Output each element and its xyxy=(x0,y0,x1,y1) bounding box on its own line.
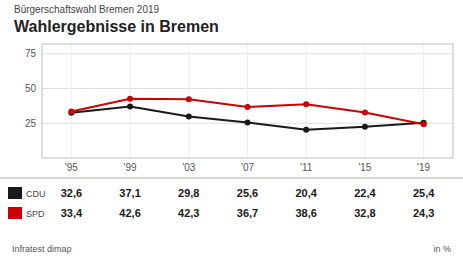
x-tick-label: '15 xyxy=(358,162,371,173)
plot-frame xyxy=(42,44,453,158)
legend-swatch xyxy=(8,187,22,199)
series-point xyxy=(421,121,427,127)
chart-container: Bürgerschaftswahl Bremen 2019 Wahlergebni… xyxy=(0,0,463,261)
x-grid-line xyxy=(306,44,307,158)
separator xyxy=(0,178,463,179)
value-label: 29,8 xyxy=(178,187,199,199)
y-tick-label: 25 xyxy=(25,118,37,129)
series-point xyxy=(362,109,368,115)
grid xyxy=(42,44,453,158)
series-point xyxy=(127,96,133,102)
x-tick-label: '11 xyxy=(300,162,313,173)
series-point xyxy=(362,124,368,130)
legend-label: CDU xyxy=(26,189,46,199)
unit: in % xyxy=(433,244,451,254)
series-point xyxy=(186,114,192,120)
value-label: 33,4 xyxy=(61,207,83,219)
value-label: 38,6 xyxy=(296,207,317,219)
x-grid-line xyxy=(247,44,248,158)
series-point xyxy=(186,96,192,102)
series-point xyxy=(245,119,251,125)
title: Wahlergebnisse in Bremen xyxy=(14,18,219,35)
x-tick-label: '07 xyxy=(241,162,254,173)
value-label: 24,3 xyxy=(413,207,434,219)
value-label: 20,4 xyxy=(296,187,318,199)
series-point xyxy=(127,103,133,109)
value-label: 42,3 xyxy=(178,207,199,219)
subtitle: Bürgerschaftswahl Bremen 2019 xyxy=(14,4,160,15)
x-grid-line xyxy=(423,44,424,158)
x-tick-label: '03 xyxy=(182,162,195,173)
series-point xyxy=(68,109,74,115)
value-label: 25,4 xyxy=(413,187,435,199)
legend-label: SPD xyxy=(26,209,45,219)
x-tick-label: '95 xyxy=(65,162,78,173)
value-label: 36,7 xyxy=(237,207,258,219)
value-label: 32,6 xyxy=(61,187,82,199)
value-label: 25,6 xyxy=(237,187,258,199)
legend-swatch xyxy=(8,207,22,219)
y-tick-label: 50 xyxy=(25,83,37,94)
x-grid-line xyxy=(364,44,365,158)
source: Infratest dimap xyxy=(12,244,72,254)
x-tick-label: '19 xyxy=(417,162,430,173)
y-tick-label: 75 xyxy=(25,48,37,59)
plot-area xyxy=(68,96,426,133)
value-label: 32,8 xyxy=(354,207,375,219)
series-point xyxy=(245,104,251,110)
value-label: 37,1 xyxy=(119,187,140,199)
value-label: 22,4 xyxy=(354,187,376,199)
chart: Bürgerschaftswahl Bremen 2019 Wahlergebni… xyxy=(0,0,463,261)
series-point xyxy=(303,127,309,133)
series-point xyxy=(303,101,309,107)
x-tick-label: '99 xyxy=(124,162,137,173)
value-label: 42,6 xyxy=(119,207,140,219)
series-line xyxy=(71,99,423,124)
x-grid-line xyxy=(71,44,72,158)
